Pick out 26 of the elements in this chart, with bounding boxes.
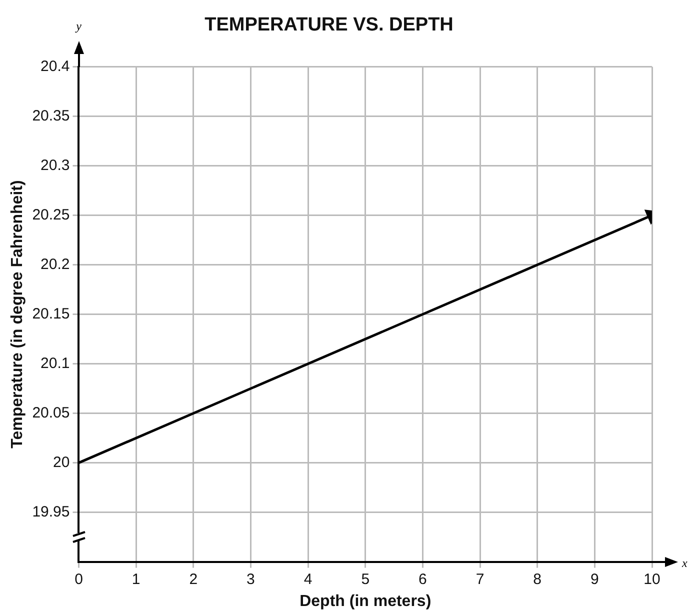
- x-tick-label: 7: [476, 570, 484, 588]
- x-tick-label: 0: [74, 570, 83, 588]
- y-tick-label: 20.3: [40, 156, 70, 174]
- y-tick-label: 19.95: [32, 503, 70, 520]
- y-axis-title: Temperature (in degree Fahrenheit): [9, 180, 26, 448]
- x-tick-label: 2: [189, 570, 198, 588]
- text: x: [681, 556, 688, 570]
- x-tick-label: 3: [246, 570, 255, 588]
- y-tick-label: 20.2: [40, 256, 70, 273]
- x-tick-label: 8: [533, 570, 542, 588]
- x-tick-label: 10: [644, 570, 660, 588]
- x-axis-title: Depth (in meters): [300, 592, 432, 610]
- x-tick-label: 4: [304, 570, 312, 588]
- text: y: [75, 18, 82, 33]
- y-tick-label: 20.4: [40, 58, 70, 75]
- chart-title: TEMPERATURE VS. DEPTH: [204, 14, 454, 36]
- y-tick-label: 20.15: [32, 305, 70, 322]
- x-tick-label: 1: [132, 570, 140, 588]
- y-tick-label: 20.05: [32, 404, 70, 422]
- x-tick-label: 5: [361, 570, 370, 588]
- y-tick-label: 20.25: [32, 206, 70, 224]
- x-tick-label: 6: [418, 570, 427, 588]
- y-tick-label: 20: [53, 454, 70, 471]
- y-tick-label: 20.1: [40, 354, 70, 372]
- y-tick-label: 20.35: [32, 107, 70, 124]
- x-tick-label: 9: [590, 570, 599, 588]
